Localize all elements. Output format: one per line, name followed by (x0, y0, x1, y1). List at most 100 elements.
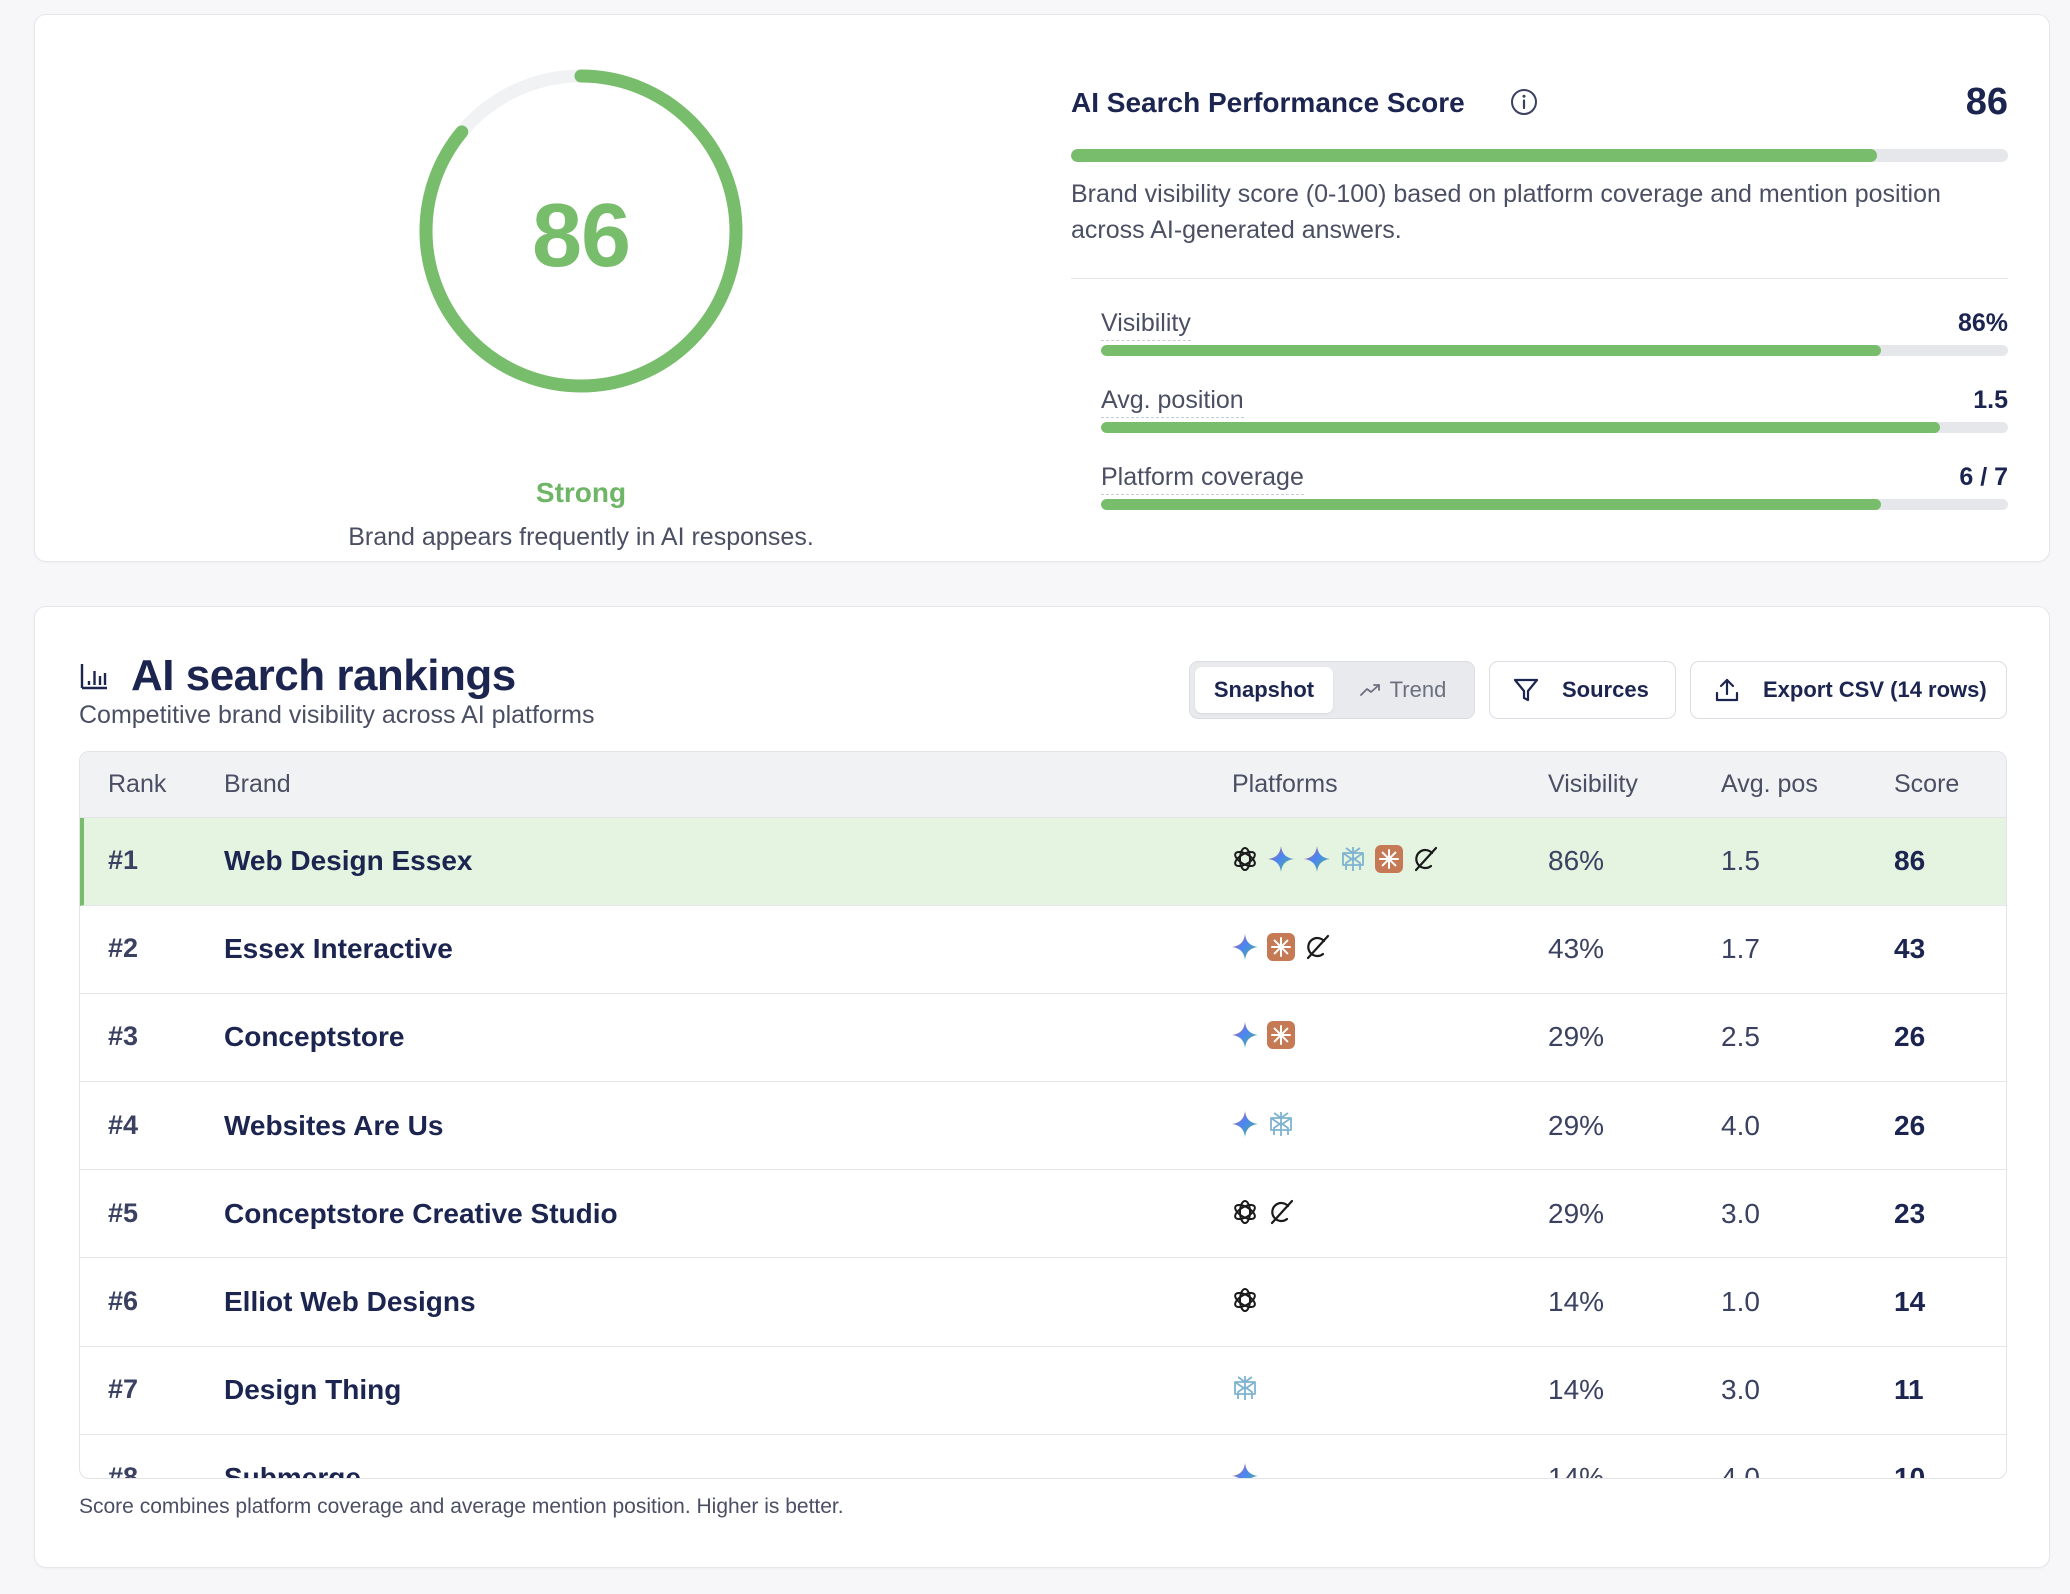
rank-cell: #1 (108, 845, 139, 875)
avg-pos-cell: 4.0 (1721, 1462, 1760, 1479)
metric-bar (1101, 499, 2008, 510)
platforms-cell (1230, 1197, 1296, 1227)
tab-snapshot[interactable]: Snapshot (1195, 667, 1333, 713)
metric-value: 6 / 7 (1959, 463, 2008, 491)
visibility-cell: 29% (1548, 1021, 1605, 1053)
brand-cell: Conceptstore (224, 1021, 405, 1053)
metric-avg-position: Avg. position 1.5 (1101, 356, 2008, 433)
bar-chart-icon (79, 661, 109, 691)
trend-icon (1359, 684, 1380, 696)
table-row[interactable]: #8 Submerge 14% 4.0 10 (80, 1435, 2006, 1479)
perplexity-icon (1266, 1109, 1296, 1139)
table-row[interactable]: #7 Design Thing 14% 3.0 11 (80, 1347, 2006, 1435)
metric-bar (1101, 422, 2008, 433)
table-row[interactable]: #5 Conceptstore Creative Studio 29% 3.0 23 (80, 1171, 2006, 1259)
performance-title: AI Search Performance Score (1071, 87, 1465, 118)
strength-label: Strong (535, 477, 627, 508)
gemini-icon (1230, 1020, 1260, 1050)
platforms-cell (1230, 932, 1332, 962)
strength-description: Brand appears frequently in AI responses… (348, 523, 814, 551)
brand-cell: Conceptstore Creative Studio (224, 1197, 618, 1229)
table-row[interactable]: #6 Elliot Web Designs 14% 1.0 14 (80, 1259, 2006, 1347)
chatgpt-icon (1230, 844, 1260, 874)
brand-cell: Essex Interactive (224, 933, 453, 965)
score-cell: 26 (1894, 1021, 1926, 1053)
tab-trend[interactable]: Trend (1336, 667, 1470, 713)
table-row[interactable]: #3 Conceptstore 29% 2.5 26 (80, 994, 2006, 1082)
avg-pos-cell: 1.7 (1721, 933, 1760, 965)
gemini-icon (1230, 932, 1260, 962)
claude-icon (1374, 844, 1404, 874)
brand-cell: Web Design Essex (224, 845, 473, 876)
grok-icon (1302, 932, 1332, 962)
platforms-cell (1230, 1373, 1260, 1403)
column-header-visibility[interactable]: Visibility (1548, 770, 1638, 798)
column-header-score[interactable]: Score (1894, 770, 1960, 798)
performance-score: 86 (1965, 81, 2008, 123)
performance-panel: AI Search Performance Score 86 Brand vis… (1071, 63, 2008, 510)
metric-bar (1101, 345, 2008, 356)
table-row[interactable]: #4 Websites Are Us 29% 4.0 26 (80, 1083, 2006, 1171)
gemini-icon (1302, 844, 1332, 874)
chatgpt-icon (1230, 1197, 1260, 1227)
rank-cell: #3 (108, 1021, 139, 1052)
rank-cell: #7 (108, 1374, 139, 1405)
metric-bar-fill (1101, 345, 1882, 356)
table-row[interactable]: #1 Web Design Essex 86% 1.5 86 (80, 818, 2006, 906)
score-cell: 11 (1894, 1374, 1924, 1406)
score-cell: 86 (1894, 845, 1926, 876)
platforms-cell (1230, 844, 1440, 874)
metric-label[interactable]: Platform coverage (1101, 463, 1304, 495)
column-header-rank[interactable]: Rank (108, 770, 167, 798)
column-header-brand[interactable]: Brand (224, 770, 291, 798)
metric-value: 86% (1957, 309, 2008, 337)
rankings-subtitle: Competitive brand visibility across AI p… (79, 701, 595, 729)
metric-platform-coverage: Platform coverage 6 / 7 (1101, 433, 2008, 510)
score-cell: 23 (1894, 1197, 1926, 1229)
avg-pos-cell: 3.0 (1721, 1197, 1760, 1229)
score-card: 86 Strong Brand appears frequently in AI… (34, 14, 2050, 562)
rankings-card: AI search rankings Competitive brand vis… (34, 606, 2050, 1568)
column-header-platforms[interactable]: Platforms (1232, 770, 1338, 798)
metric-label[interactable]: Avg. position (1101, 386, 1244, 418)
gemini-icon (1266, 844, 1296, 874)
platforms-cell (1230, 1461, 1260, 1478)
gauge-ring (419, 69, 743, 393)
platforms-cell (1230, 1109, 1296, 1139)
avg-pos-cell: 1.0 (1721, 1286, 1760, 1317)
performance-score-bar-fill (1071, 149, 1877, 162)
score-cell: 10 (1894, 1462, 1926, 1479)
avg-pos-cell: 4.0 (1721, 1109, 1760, 1141)
brand-cell: Websites Are Us (224, 1109, 444, 1141)
visibility-cell: 43% (1548, 933, 1605, 965)
tab-snapshot-label: Snapshot (1213, 677, 1315, 702)
rank-cell: #4 (108, 1109, 139, 1140)
table-row[interactable]: #2 Essex Interactive 43% 1.7 43 (80, 906, 2006, 994)
visibility-cell: 29% (1548, 1197, 1605, 1229)
rankings-title: AI search rankings (131, 651, 516, 700)
visibility-cell: 29% (1548, 1109, 1605, 1141)
info-icon[interactable] (1509, 87, 1539, 117)
score-cell: 43 (1894, 933, 1926, 965)
metric-bar-fill (1101, 422, 1940, 433)
visibility-cell: 14% (1548, 1286, 1605, 1317)
rank-cell: #6 (108, 1286, 139, 1316)
divider (1071, 278, 2008, 279)
metric-label[interactable]: Visibility (1101, 309, 1191, 341)
perplexity-icon (1338, 844, 1368, 874)
avg-pos-cell: 3.0 (1721, 1374, 1760, 1406)
brand-cell: Submerge (224, 1462, 361, 1479)
claude-icon (1266, 932, 1296, 962)
sources-filter-button[interactable]: Sources (1489, 661, 1676, 719)
footnote: Score combines platform coverage and ave… (79, 1495, 844, 1518)
tab-trend-label: Trend (1389, 677, 1447, 702)
export-label: Export CSV (14 rows) (1763, 677, 1987, 702)
export-csv-button[interactable]: Export CSV (14 rows) (1690, 661, 2007, 719)
visibility-cell: 14% (1548, 1374, 1605, 1406)
gemini-icon (1230, 1461, 1260, 1478)
avg-pos-cell: 2.5 (1721, 1021, 1760, 1053)
grok-icon (1266, 1197, 1296, 1227)
avg-pos-cell: 1.5 (1721, 845, 1760, 876)
perplexity-icon (1230, 1373, 1260, 1403)
column-header-avg-pos[interactable]: Avg. pos (1721, 770, 1818, 798)
